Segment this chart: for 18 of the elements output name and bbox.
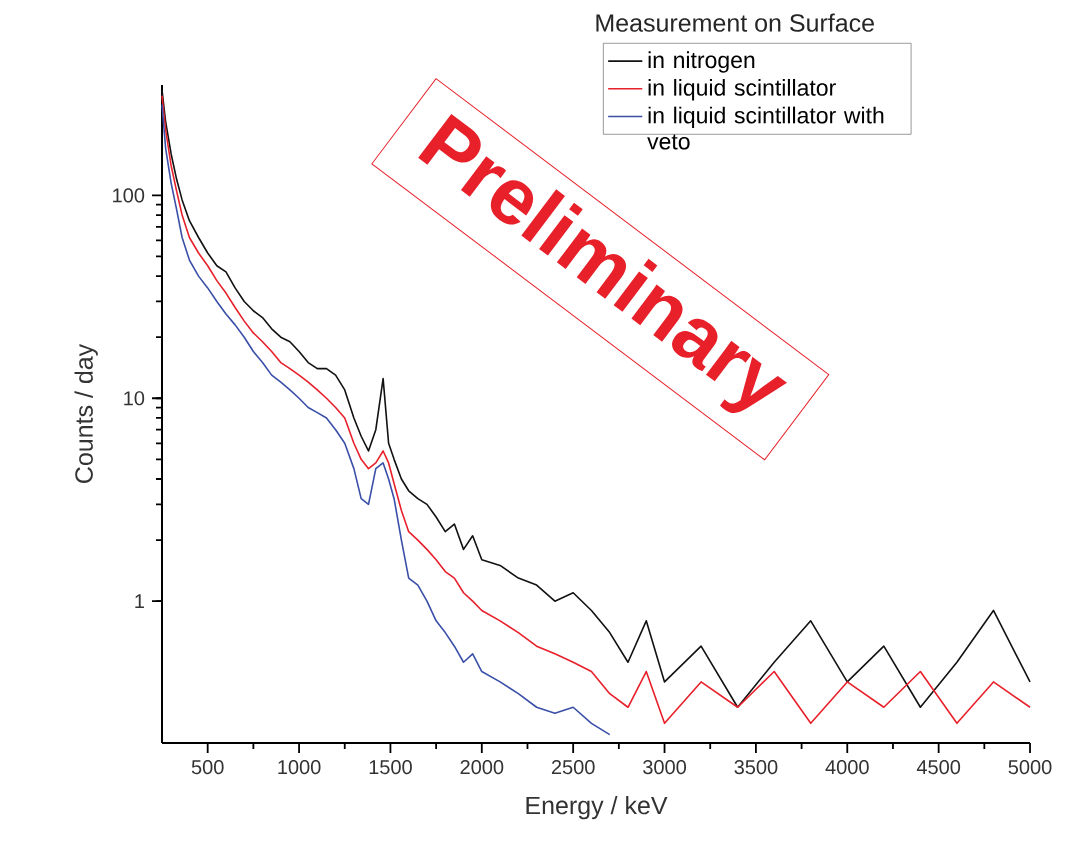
legend-title: Measurement on Surface bbox=[596, 13, 874, 32]
y-tick-label: 1 bbox=[135, 594, 144, 609]
x-tick-label: 3500 bbox=[734, 760, 778, 775]
x-tick-label: 1000 bbox=[278, 760, 321, 775]
legend-label: in nitrogen bbox=[648, 51, 755, 73]
y-tick-label: 100 bbox=[113, 188, 145, 203]
x-tick-label: 3000 bbox=[643, 760, 686, 775]
x-tick-label: 4500 bbox=[916, 760, 961, 775]
y-axis-title: Counts / day bbox=[74, 343, 98, 483]
x-tick-label: 2500 bbox=[551, 760, 595, 775]
x-tick-label: 4000 bbox=[825, 760, 869, 775]
y-tick-label: 10 bbox=[124, 391, 145, 406]
x-tick-label: 5000 bbox=[1008, 760, 1052, 775]
x-tick-label: 500 bbox=[191, 760, 224, 775]
x-tick-label: 2000 bbox=[460, 760, 504, 775]
x-tick-label: 1500 bbox=[369, 760, 412, 775]
x-axis-title: Energy / keV bbox=[526, 795, 668, 820]
legend-label: in liquid scintillator bbox=[648, 78, 836, 101]
